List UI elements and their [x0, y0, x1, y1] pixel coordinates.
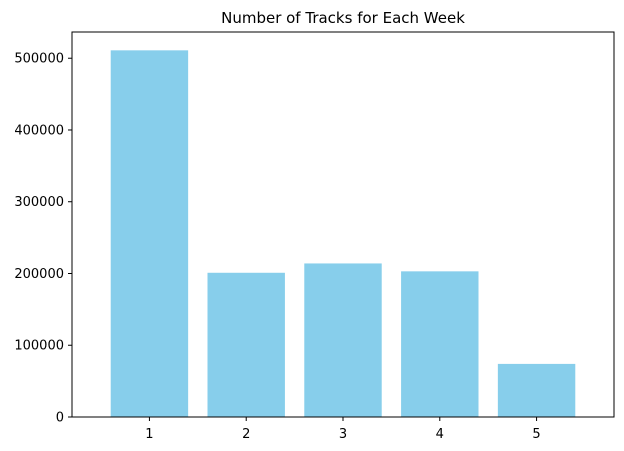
y-tick-label: 500000	[14, 52, 64, 67]
plot-frame	[71, 31, 615, 418]
bars-group	[110, 50, 576, 417]
chart-title: Number of Tracks for Each Week	[221, 9, 465, 27]
bar-2	[207, 272, 285, 417]
x-tick-label: 5	[532, 427, 540, 442]
y-tick-label: 0	[56, 411, 64, 426]
bar-5	[497, 363, 576, 417]
y-axis: 0 100000 200000 300000 400000 500000	[14, 52, 72, 426]
y-tick-label: 200000	[14, 267, 64, 282]
x-tick-label: 4	[436, 427, 444, 442]
x-tick-label: 3	[339, 427, 347, 442]
y-tick-label: 300000	[14, 195, 64, 210]
x-axis: 1 2 3 4 5	[145, 417, 541, 442]
bar-1	[110, 50, 189, 417]
bar-4	[401, 271, 479, 417]
x-tick-label: 2	[242, 427, 250, 442]
y-tick-label: 400000	[14, 123, 64, 138]
y-tick-label: 100000	[14, 339, 64, 354]
x-tick-label: 1	[145, 427, 153, 442]
bar-3	[304, 263, 382, 417]
